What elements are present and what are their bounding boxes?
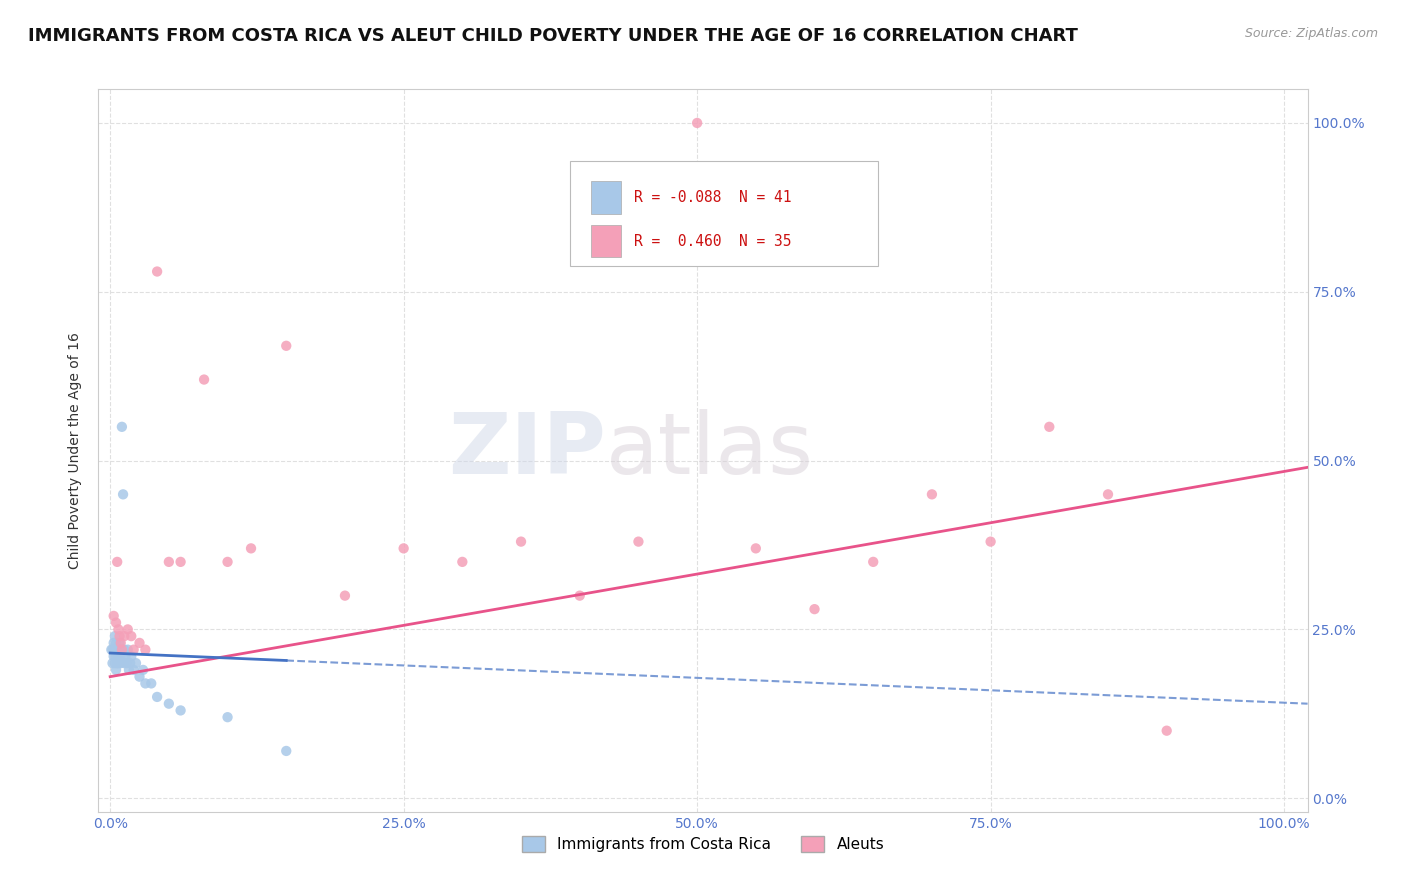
Point	[105, 555, 128, 569]
Point	[745, 541, 768, 556]
Point	[134, 676, 156, 690]
Point	[862, 555, 884, 569]
Point	[980, 534, 1002, 549]
Point	[568, 589, 591, 603]
Point	[1156, 723, 1178, 738]
Point	[157, 697, 180, 711]
Point	[105, 636, 128, 650]
Point	[117, 623, 139, 637]
Point	[111, 642, 134, 657]
Point	[105, 642, 128, 657]
Legend: Immigrants from Costa Rica, Aleuts: Immigrants from Costa Rica, Aleuts	[516, 830, 890, 858]
Point	[169, 703, 191, 717]
Text: Source: ZipAtlas.com: Source: ZipAtlas.com	[1244, 27, 1378, 40]
Point	[104, 642, 127, 657]
Point	[120, 656, 142, 670]
Point	[112, 642, 135, 657]
Point	[107, 623, 129, 637]
Point	[132, 663, 155, 677]
Text: R =  0.460  N = 35: R = 0.460 N = 35	[634, 234, 792, 249]
Point	[103, 649, 125, 664]
Point	[108, 642, 131, 657]
Point	[110, 636, 132, 650]
Bar	[591, 225, 621, 258]
Point	[803, 602, 825, 616]
Point	[107, 656, 129, 670]
Point	[118, 663, 141, 677]
Text: R = -0.088  N = 41: R = -0.088 N = 41	[634, 190, 792, 205]
Point	[1038, 420, 1060, 434]
Point	[141, 676, 163, 690]
Point	[451, 555, 474, 569]
Point	[112, 487, 135, 501]
Point	[240, 541, 263, 556]
Point	[120, 629, 142, 643]
Point	[217, 710, 239, 724]
Point	[107, 649, 129, 664]
Point	[115, 656, 138, 670]
Point	[104, 656, 127, 670]
Point	[111, 642, 134, 657]
Point	[134, 642, 156, 657]
Point	[217, 555, 239, 569]
Point	[103, 608, 125, 623]
Point	[122, 642, 145, 657]
Point	[1097, 487, 1119, 501]
Point	[114, 649, 136, 664]
Point	[105, 663, 128, 677]
Point	[276, 744, 298, 758]
Point	[510, 534, 533, 549]
Point	[392, 541, 415, 556]
Point	[921, 487, 943, 501]
Point	[105, 615, 128, 630]
FancyBboxPatch shape	[569, 161, 879, 266]
Point	[146, 264, 169, 278]
Point	[111, 420, 134, 434]
Point	[100, 642, 122, 657]
Point	[112, 656, 135, 670]
Point	[169, 555, 191, 569]
Point	[108, 629, 131, 643]
Point	[146, 690, 169, 704]
Point	[108, 636, 131, 650]
Point	[112, 629, 135, 643]
Point	[333, 589, 356, 603]
Point	[110, 656, 132, 670]
Text: ZIP: ZIP	[449, 409, 606, 492]
Text: IMMIGRANTS FROM COSTA RICA VS ALEUT CHILD POVERTY UNDER THE AGE OF 16 CORRELATIO: IMMIGRANTS FROM COSTA RICA VS ALEUT CHIL…	[28, 27, 1078, 45]
Point	[125, 656, 148, 670]
Point	[128, 636, 150, 650]
Point	[103, 636, 125, 650]
Point	[105, 649, 128, 664]
Point	[686, 116, 709, 130]
Point	[101, 642, 124, 657]
Point	[101, 656, 124, 670]
Point	[117, 642, 139, 657]
Point	[276, 339, 298, 353]
Point	[120, 649, 142, 664]
Point	[193, 373, 215, 387]
Bar	[591, 181, 621, 213]
Point	[110, 649, 132, 664]
Y-axis label: Child Poverty Under the Age of 16: Child Poverty Under the Age of 16	[69, 332, 83, 569]
Point	[627, 534, 650, 549]
Point	[122, 663, 145, 677]
Point	[128, 670, 150, 684]
Point	[104, 629, 127, 643]
Point	[105, 656, 128, 670]
Point	[157, 555, 180, 569]
Text: atlas: atlas	[606, 409, 814, 492]
